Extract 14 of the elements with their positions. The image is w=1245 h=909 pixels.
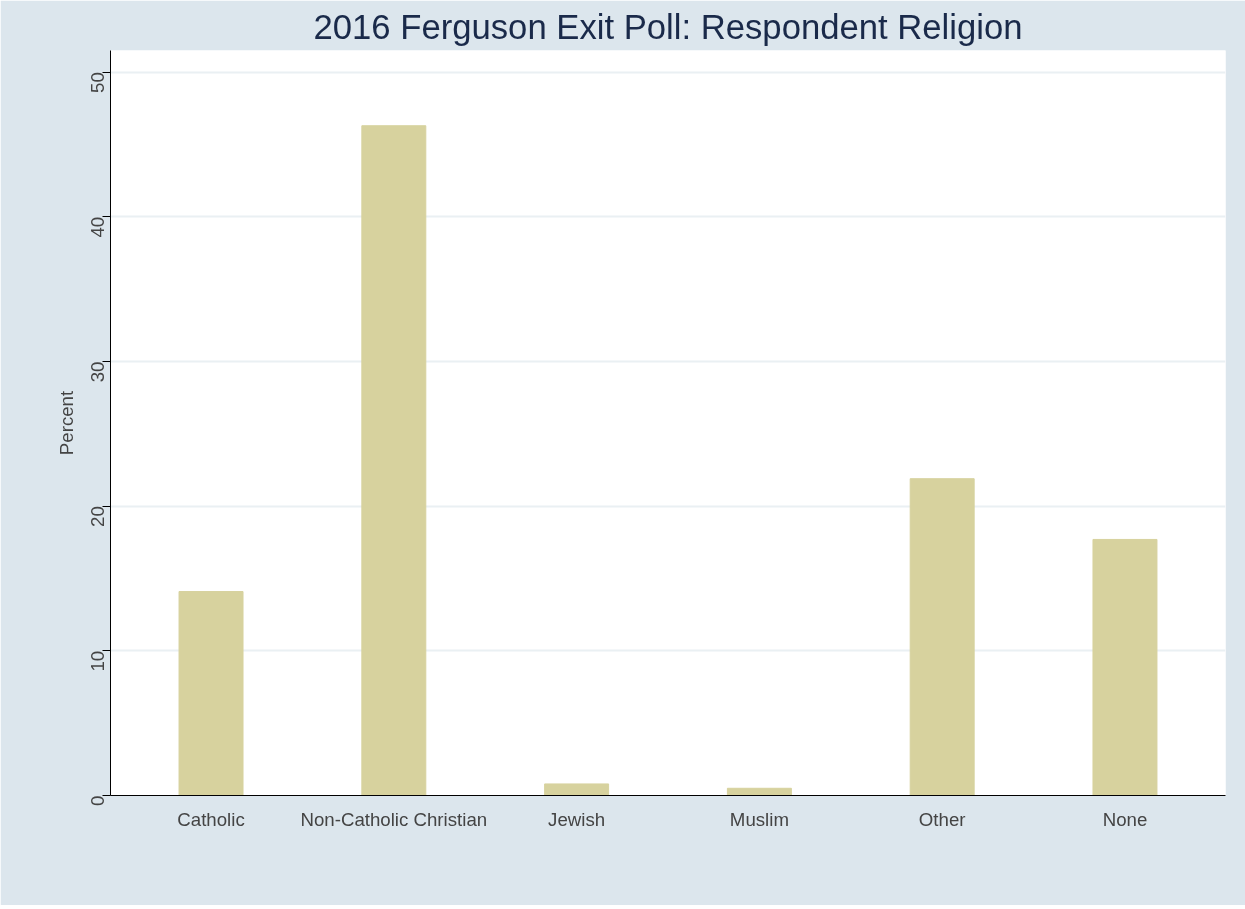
x-tick-label: Other bbox=[918, 808, 966, 830]
y-tick-label: 40 bbox=[87, 216, 108, 238]
y-tick-label: 20 bbox=[87, 506, 108, 527]
x-tick-label: None bbox=[1102, 808, 1148, 830]
y-axis-title: Percent bbox=[55, 390, 77, 456]
chart-title: 2016 Ferguson Exit Poll: Respondent Religion bbox=[313, 7, 1023, 46]
x-tick-label: Jewish bbox=[548, 808, 606, 830]
x-tick-label: Non-Catholic Christian bbox=[300, 808, 488, 830]
y-tick-label: 10 bbox=[87, 650, 108, 672]
x-tick-label: Muslim bbox=[729, 808, 789, 830]
y-tick-label: 0 bbox=[87, 795, 108, 806]
y-tick-label: 50 bbox=[87, 72, 108, 93]
x-tick-label: Catholic bbox=[177, 808, 245, 830]
y-tick-label: 30 bbox=[87, 361, 108, 383]
